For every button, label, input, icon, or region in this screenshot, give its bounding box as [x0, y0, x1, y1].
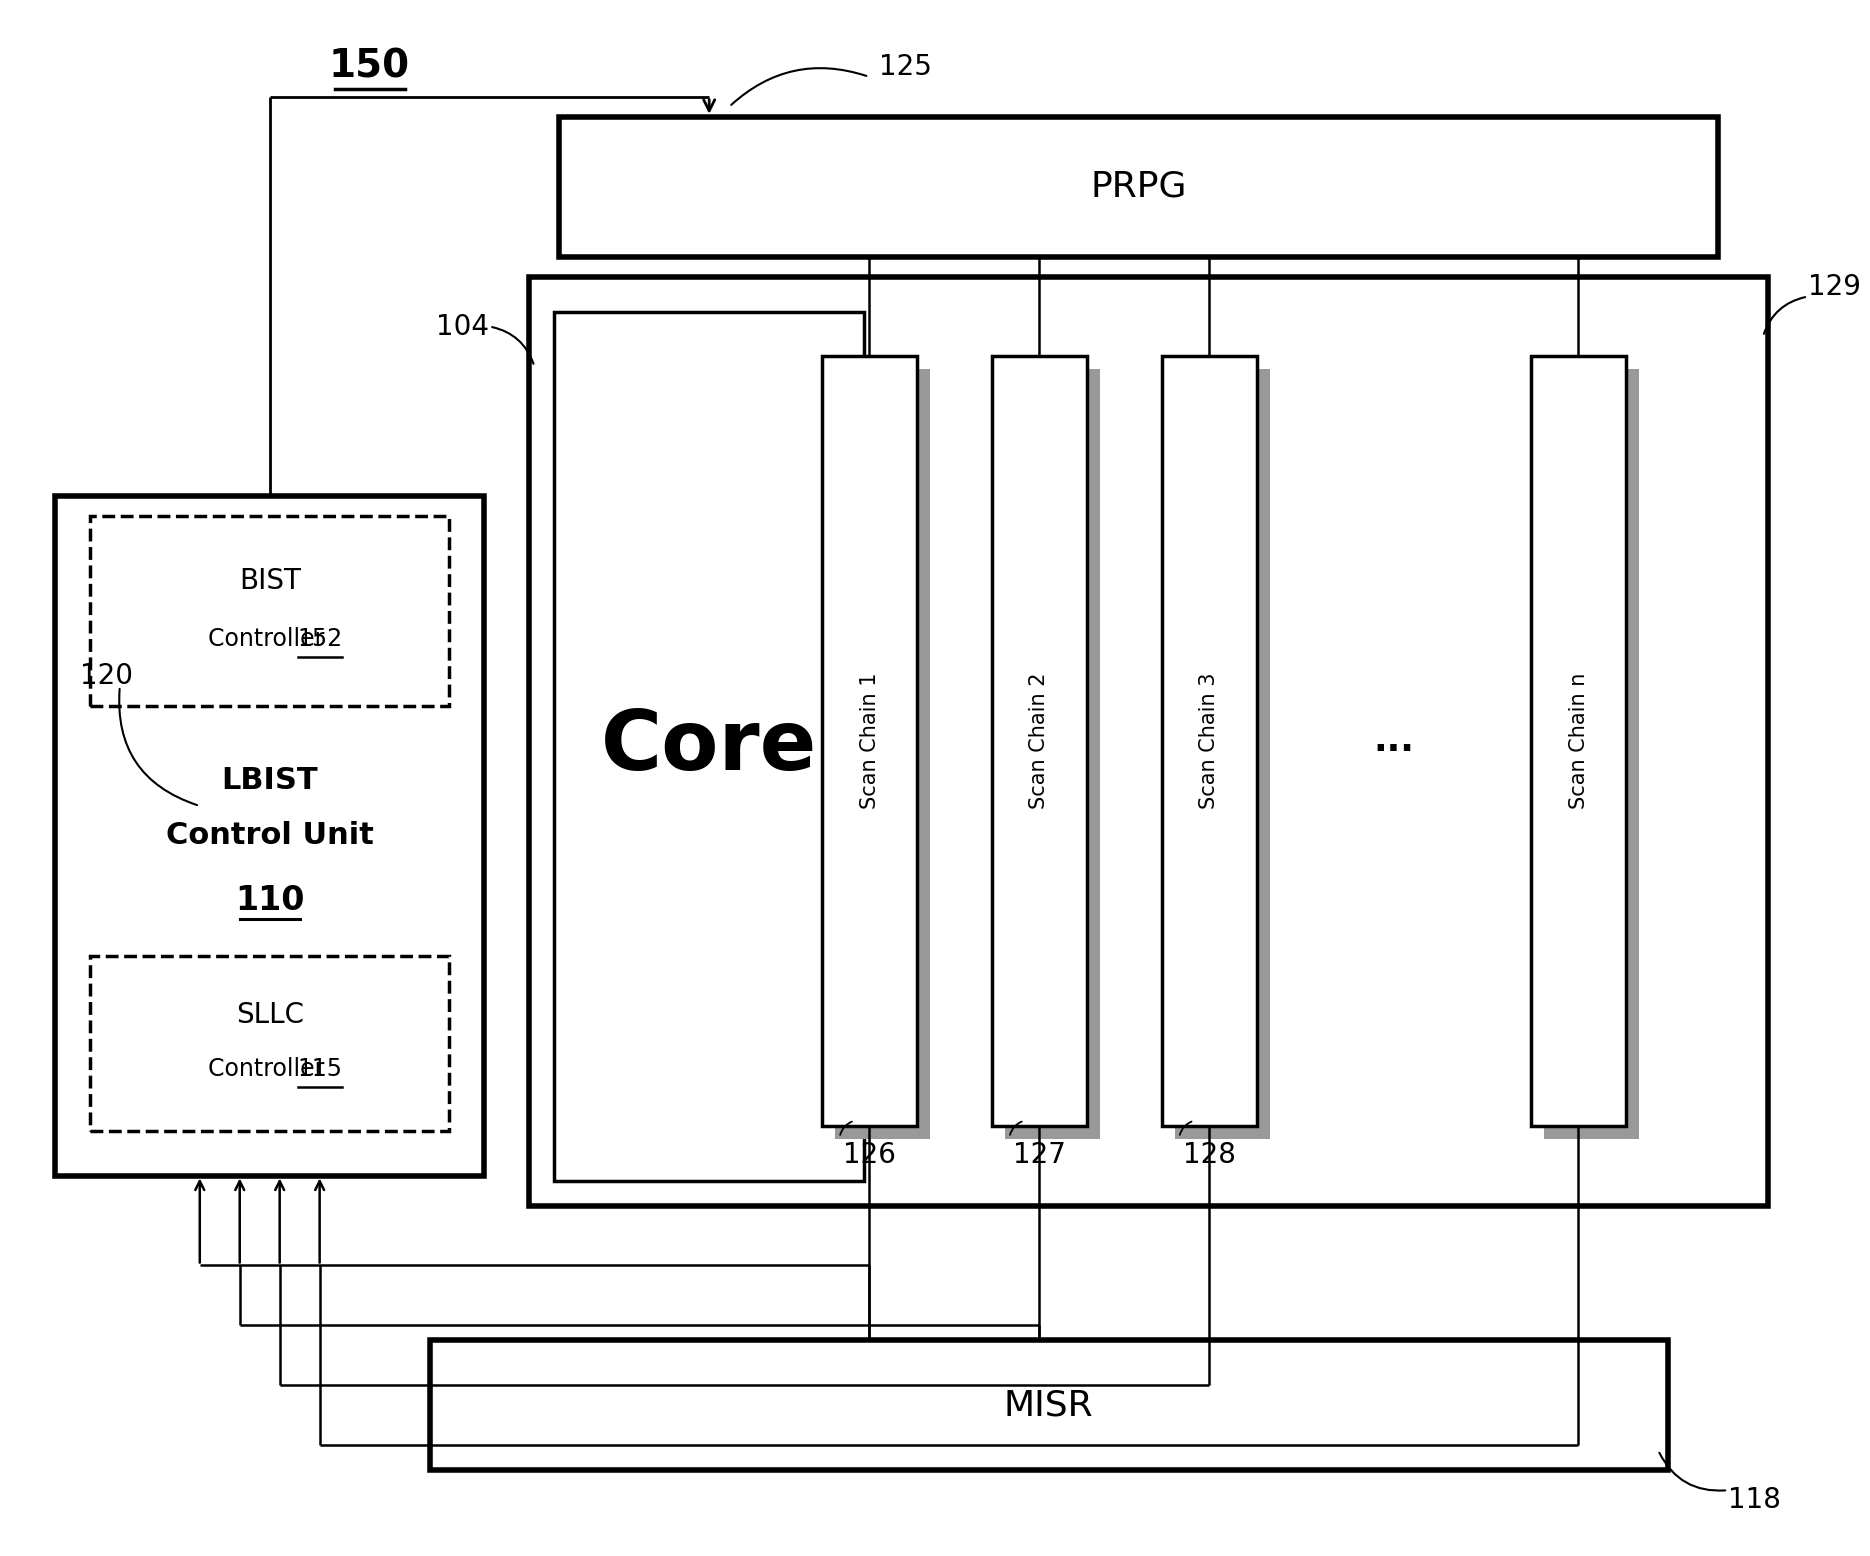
Text: MISR: MISR: [1004, 1388, 1094, 1422]
Text: 129: 129: [1808, 272, 1861, 300]
Text: Control Unit: Control Unit: [166, 822, 374, 851]
Text: Controller: Controller: [208, 1057, 331, 1081]
Bar: [90, 955, 449, 1131]
Bar: [1545, 369, 1640, 1139]
Text: 110: 110: [236, 884, 305, 918]
Text: SLLC: SLLC: [236, 1001, 303, 1029]
Bar: [823, 356, 916, 1125]
Bar: [529, 277, 1767, 1206]
Text: Core: Core: [600, 705, 817, 786]
Text: 150: 150: [329, 48, 410, 86]
Text: Scan Chain 1: Scan Chain 1: [860, 672, 879, 809]
Bar: [1004, 369, 1100, 1139]
Text: 120: 120: [80, 663, 133, 691]
Text: PRPG: PRPG: [1090, 170, 1187, 204]
Text: BIST: BIST: [239, 568, 301, 596]
Text: ...: ...: [1373, 724, 1414, 758]
Text: LBIST: LBIST: [221, 767, 318, 795]
Bar: [430, 1340, 1668, 1470]
Bar: [54, 496, 484, 1175]
Bar: [991, 356, 1086, 1125]
Text: 118: 118: [1728, 1486, 1780, 1514]
Bar: [90, 517, 449, 706]
Text: 115: 115: [297, 1057, 342, 1081]
Text: Scan Chain n: Scan Chain n: [1569, 672, 1589, 809]
Bar: [559, 117, 1719, 257]
Text: 152: 152: [297, 627, 342, 650]
Text: 128: 128: [1182, 1141, 1236, 1169]
Bar: [836, 369, 929, 1139]
Text: 126: 126: [843, 1141, 896, 1169]
Text: Scan Chain 2: Scan Chain 2: [1028, 672, 1049, 809]
Bar: [554, 311, 864, 1181]
Text: Controller: Controller: [208, 627, 331, 650]
Text: 125: 125: [879, 53, 931, 81]
Text: 104: 104: [436, 313, 490, 341]
Bar: [1532, 356, 1627, 1125]
Bar: [1174, 369, 1270, 1139]
Text: Scan Chain 3: Scan Chain 3: [1199, 672, 1219, 809]
Text: 127: 127: [1014, 1141, 1066, 1169]
Bar: [1161, 356, 1257, 1125]
